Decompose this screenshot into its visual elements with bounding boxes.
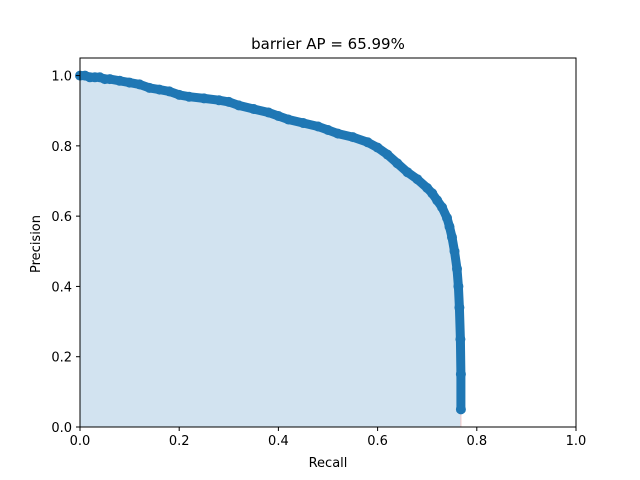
y-tick-label-5: 1.0 [51, 70, 72, 85]
x-tick-label-1: 0.2 [169, 434, 190, 449]
pr-curve-point-33 [412, 174, 423, 185]
pr-curve-point-7 [114, 75, 125, 86]
pr-curve-point-32 [402, 167, 413, 178]
x-tick-label-3: 0.6 [367, 434, 388, 449]
y-axis-label: Precision [29, 215, 44, 273]
pr-curve-point-18 [233, 100, 244, 111]
y-tick-label-2: 0.4 [51, 280, 72, 295]
pr-curve-point-40 [447, 232, 457, 243]
x-tick-label-5: 1.0 [566, 434, 587, 449]
pr-curve-point-28 [362, 137, 373, 148]
y-tick-label-1: 0.2 [51, 351, 72, 366]
x-tick-label-0: 0.0 [70, 434, 91, 449]
x-axis-label: Recall [309, 456, 348, 471]
pr-curve-point-22 [283, 114, 294, 125]
pr-curve-point-12 [164, 86, 175, 97]
pr-curve-point-42 [452, 263, 462, 274]
pr-curve-point-8 [124, 77, 135, 88]
axes: 0.0 0.2 0.4 0.6 0.8 1.0 0.0 0.2 0.4 0.6 0.8 1.0 [51, 57, 587, 449]
pr-curve-point-39 [444, 221, 455, 232]
pr-curve-point-16 [213, 95, 224, 106]
y-tick-label-0: 0.0 [51, 421, 72, 436]
pr-curve-point-41 [449, 246, 460, 257]
y-tick-label-3: 0.6 [51, 210, 72, 225]
y-tick-label-4: 0.8 [51, 140, 72, 155]
pr-curve-point-13 [174, 89, 185, 100]
pr-curve-point-27 [347, 132, 358, 143]
pr-curve-point-20 [263, 107, 274, 118]
pr-curve-point-44 [454, 302, 465, 313]
pr-curve-point-30 [382, 149, 393, 160]
pr-curve-point-35 [427, 188, 438, 199]
pr-curve-point-15 [199, 93, 209, 104]
pr-curve-point-21 [273, 111, 284, 121]
pr-curve-point-37 [437, 202, 448, 213]
pr-curve-point-43 [453, 281, 464, 292]
pr-area-fill [80, 75, 461, 427]
pr-curve-point-31 [392, 158, 403, 169]
pr-curve-point-29 [372, 142, 383, 153]
pr-curve-point-45 [455, 334, 466, 345]
pr-curve-point-46 [455, 369, 466, 380]
pr-curve-point-6 [104, 74, 115, 85]
pr-curve-point-23 [298, 118, 309, 128]
pr-curve-point-10 [144, 82, 155, 93]
pr-curve-point-17 [223, 96, 234, 107]
pr-curve-point-14 [184, 91, 195, 102]
pr-curve-point-36 [432, 195, 443, 206]
pr-curve-point-26 [332, 128, 343, 139]
plot-area [75, 70, 466, 427]
chart-title: barrier AP = 65.99% [251, 35, 405, 53]
axes-frame [79, 57, 577, 428]
x-tick-label-4: 0.8 [466, 434, 487, 449]
pr-curve-point-11 [154, 84, 165, 95]
pr-curve-point-38 [442, 212, 452, 223]
pr-curve-point-24 [313, 121, 324, 132]
pr-curve-point-19 [248, 104, 259, 114]
pr-curve-point-9 [134, 79, 145, 90]
x-tick-label-2: 0.4 [268, 434, 289, 449]
pr-curve-point-47 [455, 404, 466, 415]
pr-curve-point-25 [323, 125, 333, 135]
